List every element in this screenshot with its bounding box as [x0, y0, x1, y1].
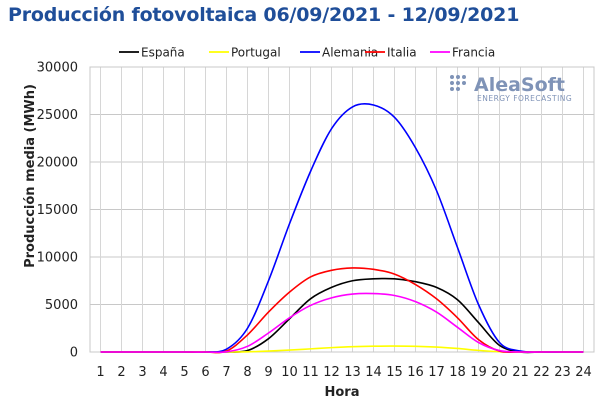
x-tick-label: 7 [222, 365, 230, 380]
x-axis-title: Hora [325, 385, 360, 400]
x-tick-label: 1 [96, 365, 104, 380]
logo-dot [456, 87, 460, 91]
x-tick-label: 22 [533, 365, 550, 380]
x-tick-label: 24 [575, 365, 592, 380]
x-tick-label: 18 [449, 365, 466, 380]
y-axis-ticks: 0 5000 10000 15000 20000 25000 30000 [37, 61, 78, 361]
y-tick-label: 0 [70, 346, 78, 361]
logo-dot [462, 75, 466, 79]
series-line-francia [100, 292, 584, 354]
y-tick-label: 10000 [37, 251, 78, 266]
x-tick-label: 15 [386, 365, 403, 380]
x-tick-label: 3 [138, 365, 146, 380]
x-tick-label: 2 [117, 365, 125, 380]
y-tick-label: 20000 [37, 156, 78, 171]
x-tick-label: 17 [428, 365, 445, 380]
logo-dot [456, 75, 460, 79]
x-tick-label: 9 [264, 365, 272, 380]
x-tick-label: 10 [281, 365, 298, 380]
logo-tagline: ENERGY FORECASTING [477, 94, 572, 103]
legend-label-italia: Italia [387, 46, 417, 60]
x-tick-label: 23 [554, 365, 571, 380]
aleasoft-logo-icon [450, 75, 466, 91]
x-axis-ticks: 1 2 3 4 5 6 7 8 9 10 11 12 13 14 15 16 17 18 19 20 21 22 23 24 [96, 365, 591, 380]
logo-dot [456, 81, 460, 85]
logo-brand: AleaSoft [474, 74, 565, 96]
legend: España Portugal Alemania Italia Francia [119, 46, 495, 60]
series-line-alemania [100, 102, 584, 354]
x-tick-label: 6 [201, 365, 209, 380]
legend-label-alemania: Alemania [322, 46, 378, 60]
series-line-italia [100, 267, 584, 354]
chart-title: Producción fotovoltaica 06/09/2021 - 12/… [8, 4, 520, 26]
x-tick-label: 5 [180, 365, 188, 380]
x-tick-label: 19 [470, 365, 487, 380]
legend-label-portugal: Portugal [231, 46, 281, 60]
aleasoft-logo: AleaSoft ENERGY FORECASTING [450, 74, 572, 103]
legend-label-espana: España [141, 46, 185, 60]
x-tick-label: 8 [243, 365, 251, 380]
logo-dot [450, 81, 454, 85]
x-tick-label: 20 [491, 365, 508, 380]
y-tick-label: 5000 [45, 298, 78, 313]
logo-dot [450, 75, 454, 79]
legend-label-francia: Francia [452, 46, 495, 60]
x-tick-label: 4 [159, 365, 167, 380]
x-tick-label: 11 [302, 365, 319, 380]
x-tick-label: 13 [344, 365, 361, 380]
x-tick-label: 21 [512, 365, 529, 380]
y-tick-label: 25000 [37, 108, 78, 123]
y-axis-title: Producción media (MWh) [23, 84, 38, 268]
series-line-espana [100, 277, 584, 354]
y-tick-label: 15000 [37, 203, 78, 218]
x-tick-label: 12 [323, 365, 340, 380]
plot-area [89, 66, 595, 353]
logo-dot [450, 87, 454, 91]
grid-lines [89, 66, 595, 353]
x-tick-label: 14 [365, 365, 382, 380]
y-tick-label: 30000 [37, 61, 78, 76]
logo-dot [462, 81, 466, 85]
series-lines [100, 102, 584, 354]
x-tick-label: 16 [407, 365, 424, 380]
